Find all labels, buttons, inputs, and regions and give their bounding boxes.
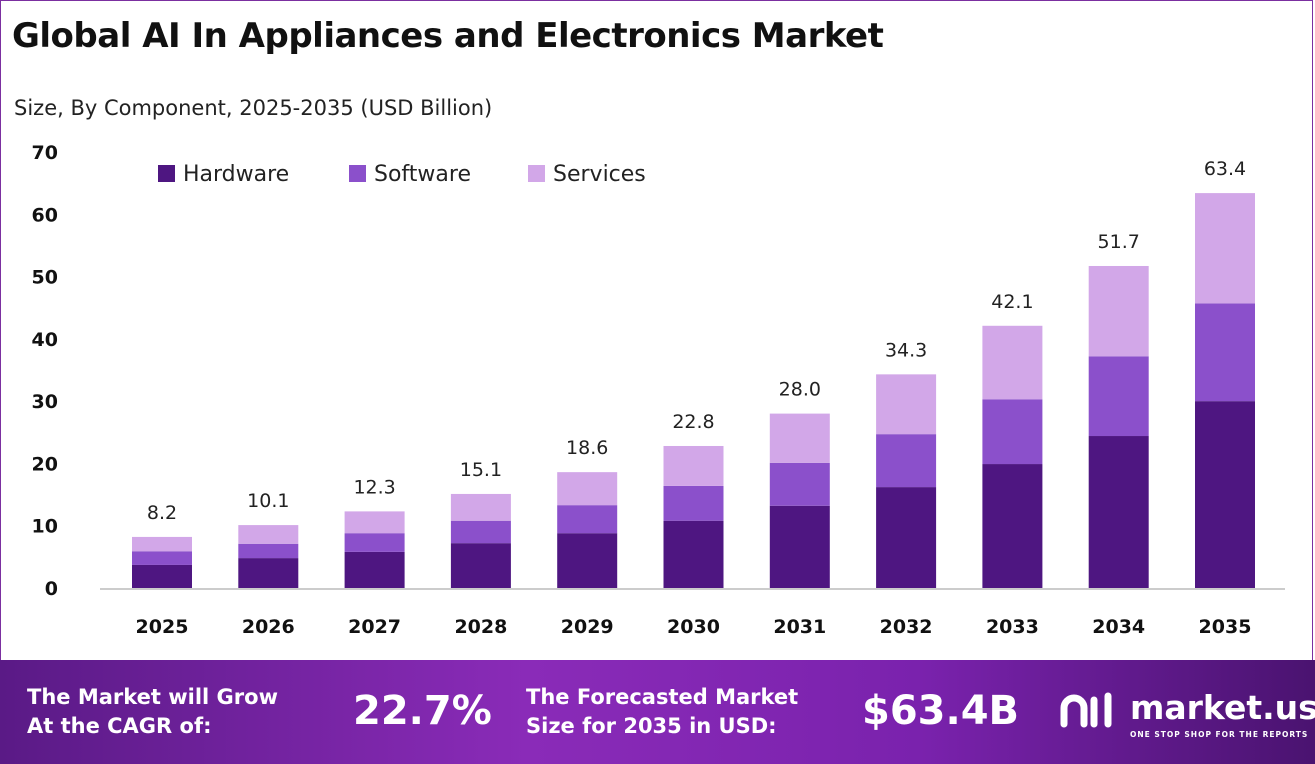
bar-segment-hardware-2032 [876, 487, 937, 588]
bar-segment-hardware-2033 [982, 464, 1043, 588]
y-tick-label: 50 [32, 267, 58, 289]
bar-segment-hardware-2025 [132, 564, 192, 588]
y-tick-label: 10 [32, 516, 58, 538]
bar-segment-software-2032 [876, 434, 937, 488]
bar-segment-services-2030 [663, 445, 724, 486]
forecast-value: $63.4B [862, 688, 1020, 734]
total-label: 18.6 [566, 437, 608, 459]
bar-segment-services-2029 [557, 472, 618, 506]
cagr-label-line-1: The Market will Grow [27, 685, 278, 709]
total-label: 63.4 [1204, 158, 1246, 180]
forecast-label-line-2: Size for 2035 in USD: [526, 714, 777, 738]
legend-swatch-services [528, 165, 545, 182]
bar-segment-services-2032 [876, 374, 937, 435]
total-label: 42.1 [991, 291, 1033, 313]
chart-title: Global AI In Appliances and Electronics … [12, 16, 884, 56]
y-tick-label: 70 [32, 142, 58, 164]
bar-segment-services-2031 [769, 413, 830, 463]
bar-segment-hardware-2030 [663, 520, 724, 588]
total-label: 12.3 [353, 476, 395, 498]
x-tick-label: 2034 [1092, 616, 1145, 638]
bar-segment-software-2026 [238, 543, 299, 559]
bar-segment-software-2030 [663, 485, 724, 521]
x-tick-label: 2035 [1199, 616, 1252, 638]
logo-mark-icon [1060, 692, 1112, 728]
bar-segment-software-2033 [982, 399, 1043, 465]
total-label: 15.1 [460, 459, 502, 481]
legend-label-services: Services [553, 162, 646, 187]
bar-segment-hardware-2028 [450, 543, 511, 588]
y-tick-label: 30 [32, 391, 58, 413]
total-label: 34.3 [885, 339, 927, 361]
legend-label-software: Software [374, 162, 471, 187]
cagr-label: The Market will Grow At the CAGR of: [27, 683, 278, 741]
total-label: 22.8 [672, 411, 714, 433]
y-tick-label: 20 [32, 453, 58, 475]
bar-segment-software-2035 [1195, 303, 1255, 402]
bar-segment-hardware-2026 [238, 558, 299, 588]
chart-frame [0, 0, 1313, 660]
bar-segment-hardware-2029 [557, 533, 618, 588]
bar-segment-services-2026 [238, 525, 299, 544]
logo-name: market.us [1130, 688, 1315, 727]
forecast-label-line-1: The Forecasted Market [526, 685, 799, 709]
bar-segment-software-2027 [344, 533, 405, 552]
x-tick-label: 2026 [242, 616, 295, 638]
bar-segment-services-2034 [1088, 265, 1149, 357]
bar-segment-software-2029 [557, 505, 618, 534]
forecast-label: The Forecasted Market Size for 2035 in U… [526, 683, 798, 741]
x-tick-label: 2027 [348, 616, 401, 638]
bar-segment-services-2033 [982, 325, 1043, 400]
legend-swatch-hardware [158, 165, 175, 182]
bar-segment-software-2034 [1088, 356, 1149, 437]
total-label: 8.2 [147, 502, 177, 524]
footer-banner: The Market will Grow At the CAGR of: 22.… [0, 660, 1315, 764]
x-tick-label: 2028 [454, 616, 507, 638]
x-tick-label: 2029 [561, 616, 614, 638]
logo-tagline: ONE STOP SHOP FOR THE REPORTS [1130, 730, 1309, 739]
bar-segment-software-2031 [769, 462, 830, 506]
total-label: 10.1 [247, 490, 289, 512]
x-tick-label: 2025 [136, 616, 189, 638]
bar-segment-hardware-2035 [1195, 401, 1255, 588]
legend-swatch-software [349, 165, 366, 182]
x-tick-label: 2032 [880, 616, 933, 638]
cagr-value: 22.7% [353, 688, 492, 734]
x-tick-label: 2033 [986, 616, 1039, 638]
bar-segment-software-2028 [450, 520, 511, 544]
stacked-bar-chart: 0102030405060708.2202510.1202612.3202715… [32, 142, 1285, 638]
bar-segment-services-2035 [1195, 193, 1255, 304]
x-tick-label: 2030 [667, 616, 720, 638]
bar-segment-hardware-2034 [1088, 436, 1149, 588]
y-tick-label: 60 [32, 204, 58, 226]
bar-segment-services-2027 [344, 511, 405, 534]
bar-segment-software-2025 [132, 551, 192, 565]
bar-segment-services-2028 [450, 493, 511, 521]
legend-label-hardware: Hardware [183, 162, 289, 187]
total-label: 51.7 [1098, 231, 1140, 253]
bar-segment-services-2025 [132, 536, 192, 552]
total-label: 28.0 [779, 379, 821, 401]
chart-subtitle: Size, By Component, 2025-2035 (USD Billi… [14, 96, 493, 120]
y-tick-label: 0 [45, 578, 58, 600]
y-tick-label: 40 [32, 329, 58, 351]
bar-segment-hardware-2027 [344, 551, 405, 588]
bar-segment-hardware-2031 [769, 505, 830, 588]
x-tick-label: 2031 [773, 616, 826, 638]
cagr-label-line-2: At the CAGR of: [27, 714, 212, 738]
market-us-logo: market.us ONE STOP SHOP FOR THE REPORTS [1060, 688, 1315, 740]
